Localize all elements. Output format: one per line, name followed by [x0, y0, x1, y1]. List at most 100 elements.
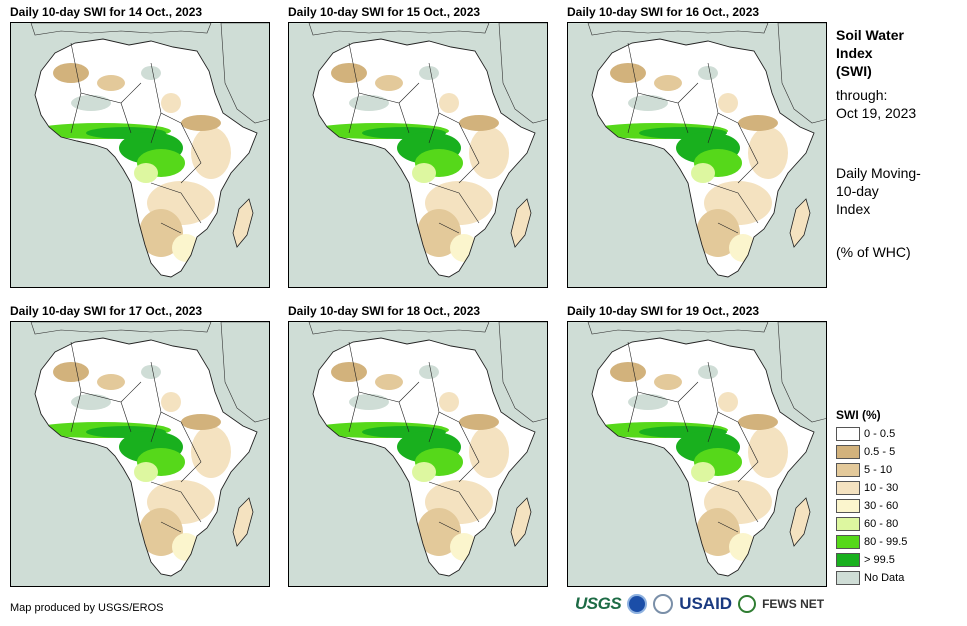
africa-outline [34, 38, 258, 278]
swi-region [469, 426, 509, 478]
swi-region [439, 392, 459, 412]
through-block: through: Oct 19, 2023 [836, 86, 916, 122]
description-line: Daily Moving- [836, 165, 921, 181]
swi-region [748, 426, 788, 478]
africa-map-svg [587, 23, 826, 278]
madagascar [232, 497, 254, 547]
africa-outline [591, 337, 815, 577]
arabia-landmass [220, 23, 269, 124]
arabia-landmass [777, 322, 826, 423]
swi-region [181, 414, 221, 430]
swi-layer [313, 63, 509, 262]
swi-region [71, 394, 111, 410]
panel-title: Daily 10-day SWI for 15 Oct., 2023 [288, 5, 481, 19]
arabia-landmass [777, 23, 826, 124]
swi-region [738, 414, 778, 430]
country-borders [348, 42, 480, 234]
swi-region [696, 209, 740, 257]
legend-swatch [836, 463, 860, 477]
swi-region [439, 93, 459, 113]
fews-net-logo: FEWS NET [762, 597, 825, 611]
panel-title: Daily 10-day SWI for 16 Oct., 2023 [567, 5, 760, 19]
swi-region [161, 392, 181, 412]
africa-map [567, 22, 827, 288]
panel-title: Daily 10-day SWI for 18 Oct., 2023 [288, 304, 481, 318]
seal-icon [653, 594, 674, 614]
swi-region [139, 209, 183, 257]
sidebar-title: Soil Water Index (SWI) [836, 26, 904, 80]
swi-region [698, 365, 718, 379]
madagascar [232, 198, 254, 248]
legend-label: 0.5 - 5 [864, 446, 896, 458]
legend-item: 80 - 99.5 [836, 534, 907, 550]
europe-landmass [587, 23, 769, 36]
europe-landmass [308, 23, 490, 36]
description-block: Daily Moving- 10-day Index [836, 164, 921, 218]
fews-globe-icon [738, 595, 757, 613]
swi-region [459, 414, 499, 430]
description-line: 10-day [836, 183, 879, 199]
swi-region [331, 63, 367, 83]
arabia-landmass [220, 322, 269, 423]
swi-region [375, 374, 403, 390]
swi-region [349, 95, 389, 111]
swi-region [134, 163, 158, 183]
legend-swatch [836, 499, 860, 513]
legend-swatch [836, 517, 860, 531]
madagascar [789, 497, 811, 547]
legend-item: No Data [836, 570, 904, 586]
swi-region [628, 95, 668, 111]
swi-region [450, 533, 478, 561]
swi-region [628, 394, 668, 410]
swi-region [97, 374, 125, 390]
swi-layer [592, 362, 788, 561]
swi-region [181, 115, 221, 131]
legend-item: 30 - 60 [836, 498, 898, 514]
legend-item: 60 - 80 [836, 516, 898, 532]
europe-landmass [308, 322, 490, 335]
madagascar [789, 198, 811, 248]
europe-landmass [30, 322, 212, 335]
description-line: Index [836, 201, 871, 217]
madagascar [510, 497, 532, 547]
units-label: (% of WHC) [836, 244, 911, 260]
swi-region [172, 533, 200, 561]
swi-region [191, 127, 231, 179]
swi-region [141, 365, 161, 379]
africa-outline [312, 337, 536, 577]
legend-swatch [836, 481, 860, 495]
swi-region [654, 374, 682, 390]
panel-title: Daily 10-day SWI for 19 Oct., 2023 [567, 304, 760, 318]
swi-region [412, 462, 436, 482]
swi-region [610, 63, 646, 83]
madagascar [510, 198, 532, 248]
legend-swatch [836, 535, 860, 549]
africa-outline [591, 38, 815, 278]
africa-map-svg [30, 23, 269, 278]
country-borders [70, 42, 202, 234]
legend-item: 5 - 10 [836, 462, 892, 478]
swi-region [729, 533, 757, 561]
africa-outline [34, 337, 258, 577]
logos: USGS USAID FEWS NET [575, 594, 824, 614]
swi-region [419, 66, 439, 80]
usaid-logo: USAID [679, 594, 733, 613]
africa-map-svg [308, 23, 547, 278]
africa-map [288, 321, 548, 587]
swi-region [718, 93, 738, 113]
africa-map-svg [587, 322, 826, 577]
legend-label: No Data [864, 572, 905, 584]
arabia-landmass [498, 322, 547, 423]
swi-region [419, 365, 439, 379]
through-date: Oct 19, 2023 [836, 105, 917, 121]
noaa-logo-icon [627, 594, 648, 614]
through-label: through: [836, 87, 888, 103]
swi-region [331, 362, 367, 382]
legend-item: > 99.5 [836, 552, 895, 568]
swi-region [71, 95, 111, 111]
sidebar-title-line: Soil Water [836, 27, 904, 43]
swi-region [134, 462, 158, 482]
country-borders [70, 341, 202, 533]
africa-map [567, 321, 827, 587]
arabia-landmass [498, 23, 547, 124]
